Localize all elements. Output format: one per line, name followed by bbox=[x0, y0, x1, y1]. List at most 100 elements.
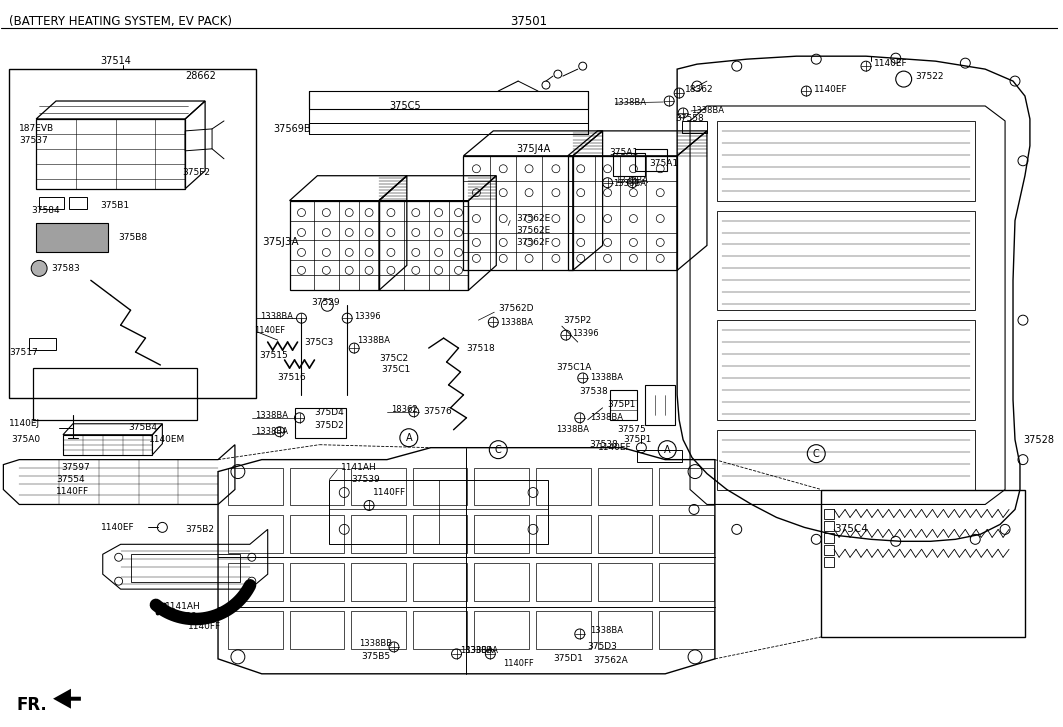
Text: 375C1A: 375C1A bbox=[556, 364, 591, 372]
Text: 1338BA: 1338BA bbox=[590, 374, 623, 382]
Bar bbox=[474, 611, 529, 649]
Text: 1140EF: 1140EF bbox=[101, 523, 134, 532]
Text: 37562E: 37562E bbox=[517, 226, 551, 235]
Bar bbox=[131, 554, 240, 582]
Text: 37558: 37558 bbox=[675, 114, 704, 124]
Text: 375J4A: 375J4A bbox=[517, 144, 551, 154]
Text: 1338BA: 1338BA bbox=[501, 318, 534, 326]
Text: 37554: 37554 bbox=[56, 475, 85, 484]
Text: 37539: 37539 bbox=[351, 475, 379, 484]
Text: 1338BA: 1338BA bbox=[590, 627, 623, 635]
Bar bbox=[536, 515, 591, 553]
Bar bbox=[597, 515, 653, 553]
Text: 37528: 37528 bbox=[1023, 435, 1053, 445]
Bar bbox=[412, 611, 468, 649]
Text: 18362: 18362 bbox=[685, 84, 713, 94]
Bar bbox=[294, 408, 347, 438]
Text: 37569B: 37569B bbox=[273, 124, 311, 134]
Text: 37583: 37583 bbox=[51, 264, 80, 273]
Bar bbox=[474, 515, 529, 553]
Text: 375B1: 375B1 bbox=[101, 201, 130, 210]
Bar bbox=[474, 467, 529, 505]
Text: C: C bbox=[813, 449, 820, 459]
Text: 1338BA: 1338BA bbox=[255, 411, 288, 420]
Bar bbox=[536, 563, 591, 601]
Bar bbox=[822, 489, 1025, 637]
Text: (BATTERY HEATING SYSTEM, EV PACK): (BATTERY HEATING SYSTEM, EV PACK) bbox=[10, 15, 233, 28]
Text: 375F2: 375F2 bbox=[182, 168, 210, 177]
Bar bbox=[10, 69, 256, 398]
Bar bbox=[227, 563, 283, 601]
Bar bbox=[289, 515, 344, 553]
Bar bbox=[824, 558, 834, 567]
Text: 1338BA: 1338BA bbox=[460, 646, 493, 656]
Text: 13396: 13396 bbox=[354, 312, 381, 321]
Text: C: C bbox=[495, 445, 502, 454]
Text: 1140EM: 1140EM bbox=[149, 435, 185, 444]
Text: 1338BA: 1338BA bbox=[613, 98, 646, 108]
Text: 375A1: 375A1 bbox=[649, 159, 678, 168]
Text: FR.: FR. bbox=[16, 696, 47, 714]
Text: 1338BA: 1338BA bbox=[466, 646, 499, 656]
Text: 1141AH: 1141AH bbox=[341, 463, 377, 472]
Bar bbox=[227, 467, 283, 505]
Text: 37515: 37515 bbox=[259, 350, 288, 360]
Text: 375P1: 375P1 bbox=[624, 435, 652, 444]
Text: 375D4: 375D4 bbox=[315, 409, 344, 417]
Text: 375C4: 375C4 bbox=[834, 524, 868, 534]
Bar bbox=[659, 611, 714, 649]
Bar bbox=[351, 611, 406, 649]
Polygon shape bbox=[53, 688, 81, 709]
Bar bbox=[659, 467, 714, 505]
Text: 1141AH: 1141AH bbox=[166, 601, 201, 611]
Bar bbox=[227, 515, 283, 553]
Text: 375P2: 375P2 bbox=[562, 316, 591, 325]
Text: 37539: 37539 bbox=[168, 611, 197, 621]
Text: 375C3: 375C3 bbox=[304, 337, 334, 347]
Text: 375C1: 375C1 bbox=[381, 366, 410, 374]
Text: 18362: 18362 bbox=[391, 406, 418, 414]
Text: 37575: 37575 bbox=[618, 425, 646, 434]
Bar bbox=[412, 515, 468, 553]
Bar bbox=[412, 467, 468, 505]
Bar bbox=[638, 450, 682, 462]
Bar bbox=[824, 534, 834, 543]
Bar bbox=[69, 196, 87, 209]
Text: 37514: 37514 bbox=[101, 56, 132, 66]
Text: 37501: 37501 bbox=[510, 15, 547, 28]
Text: A: A bbox=[664, 445, 671, 454]
Text: 37562A: 37562A bbox=[593, 656, 628, 665]
Bar bbox=[597, 467, 653, 505]
Bar bbox=[39, 196, 64, 209]
Text: 1338BA: 1338BA bbox=[259, 312, 292, 321]
Text: 1338BA: 1338BA bbox=[556, 425, 589, 434]
Bar bbox=[659, 515, 714, 553]
Bar bbox=[351, 515, 406, 553]
Text: 1140FF: 1140FF bbox=[373, 488, 406, 497]
Circle shape bbox=[31, 260, 47, 276]
Text: 37562F: 37562F bbox=[517, 238, 550, 247]
Text: 1140FF: 1140FF bbox=[503, 659, 534, 668]
Bar bbox=[289, 611, 344, 649]
Text: 375B2: 375B2 bbox=[185, 525, 215, 534]
Text: 375D1: 375D1 bbox=[553, 654, 583, 663]
Bar bbox=[36, 222, 107, 252]
Text: 37537: 37537 bbox=[19, 137, 48, 145]
Text: 37522: 37522 bbox=[915, 71, 944, 81]
Text: 1338BA: 1338BA bbox=[691, 106, 724, 116]
Bar bbox=[289, 467, 344, 505]
Text: 1338BA: 1338BA bbox=[357, 336, 390, 345]
Text: 37538: 37538 bbox=[590, 440, 619, 449]
Text: 375A1: 375A1 bbox=[609, 148, 639, 157]
Text: 1338BA: 1338BA bbox=[590, 413, 623, 422]
Text: 375C2: 375C2 bbox=[379, 353, 408, 363]
Text: 28662: 28662 bbox=[185, 71, 216, 81]
Bar bbox=[597, 611, 653, 649]
Text: 1140EJ: 1140EJ bbox=[10, 419, 40, 428]
Text: 1140EF: 1140EF bbox=[874, 59, 908, 68]
Text: 37562E: 37562E bbox=[517, 214, 551, 223]
Bar bbox=[33, 368, 197, 419]
Text: 37518: 37518 bbox=[467, 344, 495, 353]
Text: 1140FF: 1140FF bbox=[188, 622, 221, 632]
Text: 37529: 37529 bbox=[311, 298, 340, 307]
